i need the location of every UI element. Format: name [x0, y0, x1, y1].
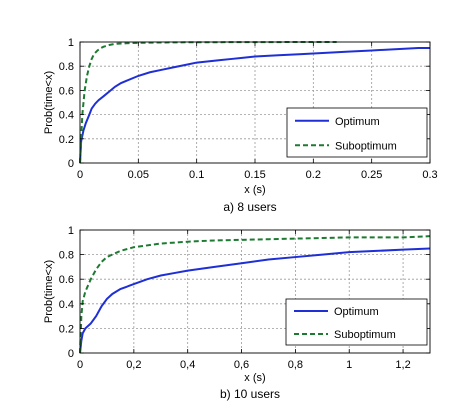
x-tick-label: 1	[346, 359, 352, 371]
y-tick-label: 0.2	[59, 134, 74, 146]
x-tick-label: 0,8	[288, 359, 303, 371]
x-tick-label: 0.25	[361, 169, 382, 181]
chart-caption: a) 8 users	[223, 200, 276, 214]
x-tick-label: 0,2	[126, 359, 141, 371]
y-axis-label: Prob(time<x)	[43, 260, 55, 323]
legend-label-optimum: Optimum	[335, 116, 380, 128]
legend-label-suboptimum: Suboptimum	[335, 140, 397, 152]
chart-1: 0 0.05 0.1 0.15 0.2 0.25 0.3 0 0.2 0.4 0.6 0.8 1 x (s…	[43, 37, 438, 214]
x-axis-label: x (s)	[244, 372, 265, 384]
y-tick-label: 0.6	[59, 85, 74, 97]
x-tick-label: 0.1	[189, 169, 204, 181]
y-tick-label: 0	[68, 348, 74, 360]
legend: Optimum Suboptimum	[286, 107, 428, 158]
x-tick-label: 0,4	[180, 359, 195, 371]
chart-caption: b) 10 users	[220, 387, 280, 401]
y-tick-label: 0	[68, 158, 74, 170]
y-tick-label: 0.8	[59, 250, 74, 262]
y-tick-label: 0.2	[59, 323, 74, 335]
x-tick-label: 0.3	[422, 169, 437, 181]
series-line-optimum	[79, 47, 430, 164]
x-axis-label: x (s)	[244, 184, 265, 196]
x-tick-label: 0.2	[306, 169, 321, 181]
legend-label-suboptimum: Suboptimum	[334, 329, 396, 341]
y-tick-label: 0.4	[59, 299, 74, 311]
legend-box	[286, 107, 428, 158]
x-tick-label: 1,2	[395, 359, 410, 371]
y-tick-label: 0.8	[59, 61, 74, 73]
x-tick-label: 0,6	[234, 359, 249, 371]
y-tick-label: 0.4	[59, 110, 74, 122]
legend-label-optimum: Optimum	[334, 306, 379, 318]
series-line-optimum	[79, 247, 431, 354]
chart-2: 0 0,2 0,4 0,6 0,8 1 1,2 0 0.2 0.4 0.6 0.8 1 x (s) Prob…	[43, 225, 431, 401]
y-tick-label: 0.6	[59, 274, 74, 286]
series-line-suboptimum	[79, 235, 431, 354]
x-tick-label: 0	[77, 169, 83, 181]
y-tick-label: 1	[68, 37, 74, 49]
legend: Optimum Suboptimum	[285, 298, 428, 346]
x-tick-label: 0.15	[244, 169, 265, 181]
y-tick-label: 1	[68, 225, 74, 237]
x-tick-label: 0.05	[128, 169, 149, 181]
plot-frame	[79, 229, 431, 354]
x-tick-label: 0	[77, 359, 83, 371]
legend-box	[285, 298, 428, 346]
y-axis-label: Prob(time<x)	[43, 71, 55, 134]
